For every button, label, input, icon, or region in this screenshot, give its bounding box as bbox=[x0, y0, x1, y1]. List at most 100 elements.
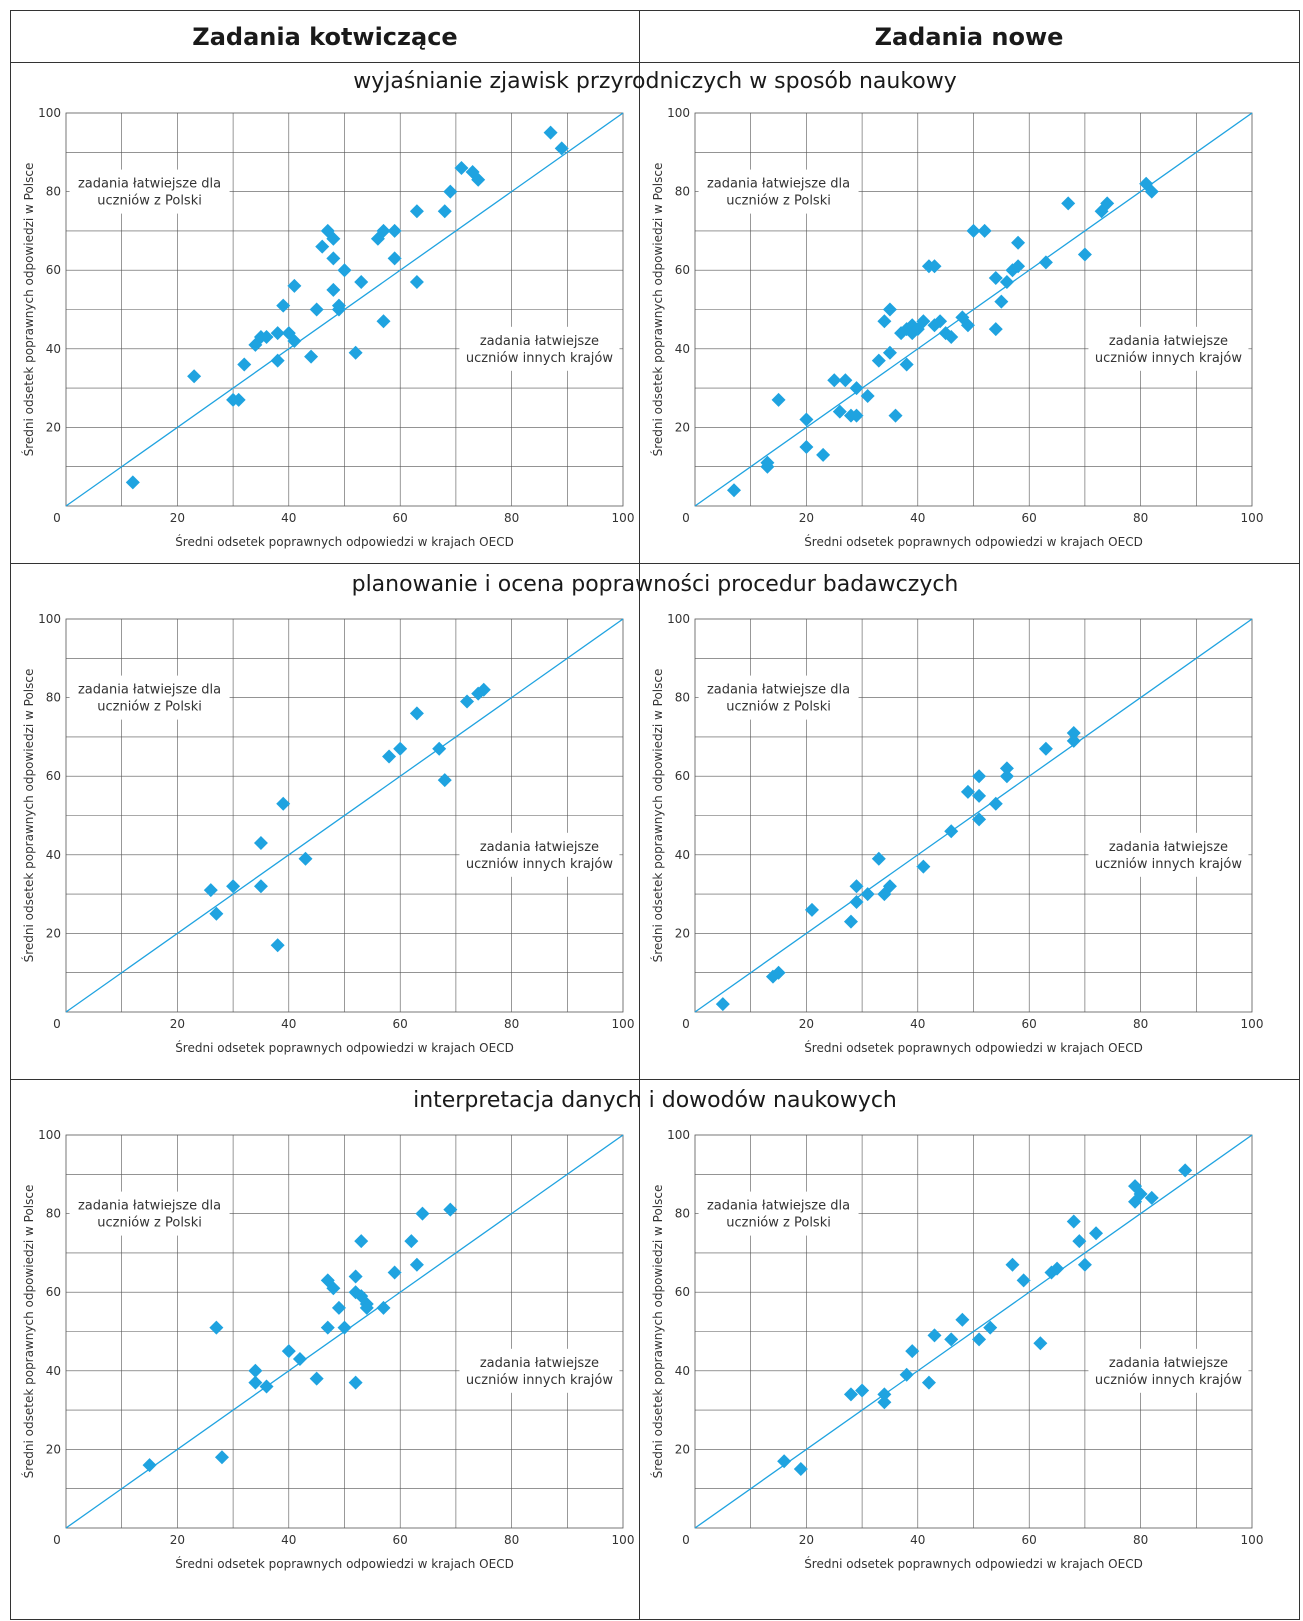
x-tick-label: 40 bbox=[910, 1017, 925, 1031]
scatter-panel-1-right: 0 20 40 60 80 100 20 40 60 80 100 Średni odsetek po… bbox=[650, 612, 1263, 1055]
figure-frame: Zadania kotwiczące Zadania nowe wyjaśnia… bbox=[10, 10, 1300, 1620]
y-axis-label: Średni odsetek poprawnych odpowiedzi w P… bbox=[650, 163, 665, 457]
data-point bbox=[972, 769, 987, 784]
x-tick-label: 0 bbox=[682, 1533, 690, 1547]
data-point bbox=[1089, 1226, 1104, 1241]
data-point bbox=[944, 1332, 959, 1347]
data-point bbox=[1038, 255, 1053, 270]
data-point bbox=[443, 1202, 458, 1217]
y-tick-label: 60 bbox=[675, 1285, 690, 1299]
y-tick-label: 40 bbox=[675, 1364, 690, 1378]
data-point bbox=[1178, 1163, 1193, 1178]
annotation-easier-other-text: zadania łatwiejsze bbox=[480, 334, 599, 349]
x-tick-label: 100 bbox=[1241, 1017, 1264, 1031]
x-tick-label: 100 bbox=[612, 1017, 635, 1031]
x-axis-label: Średni odsetek poprawnych odpowiedzi w k… bbox=[175, 534, 514, 549]
data-point bbox=[927, 1328, 942, 1343]
x-tick-label: 40 bbox=[910, 511, 925, 525]
y-axis-label: Średni odsetek poprawnych odpowiedzi w P… bbox=[650, 1185, 665, 1479]
data-point bbox=[209, 906, 224, 921]
data-point bbox=[799, 440, 814, 455]
data-point bbox=[944, 824, 959, 839]
y-tick-label: 20 bbox=[46, 1442, 61, 1456]
y-tick-label: 60 bbox=[46, 263, 61, 277]
data-point bbox=[248, 1375, 263, 1390]
data-point bbox=[1144, 184, 1159, 199]
x-tick-label: 60 bbox=[393, 1533, 408, 1547]
data-point bbox=[248, 1363, 263, 1378]
y-axis-label: Średni odsetek poprawnych odpowiedzi w P… bbox=[650, 669, 665, 963]
annotation-easier-other-background bbox=[1088, 832, 1249, 877]
data-point bbox=[1072, 1234, 1087, 1249]
data-point bbox=[320, 1320, 335, 1335]
data-point bbox=[715, 997, 730, 1012]
x-tick-label: 40 bbox=[281, 1533, 296, 1547]
annotation-easier-poland-text: uczniów z Polski bbox=[726, 1216, 831, 1231]
x-tick-label: 20 bbox=[170, 1017, 185, 1031]
data-point bbox=[309, 1371, 324, 1386]
data-point bbox=[1050, 1261, 1065, 1276]
data-point bbox=[882, 879, 897, 894]
annotation-easier-poland-background bbox=[69, 675, 230, 720]
y-tick-label: 80 bbox=[675, 1207, 690, 1221]
data-point bbox=[125, 475, 140, 490]
data-point bbox=[337, 1320, 352, 1335]
data-point bbox=[326, 282, 341, 297]
section-title-explaining: wyjaśnianie zjawisk przyrodniczych w spo… bbox=[353, 69, 957, 94]
x-tick-label: 60 bbox=[1022, 1533, 1037, 1547]
data-point bbox=[855, 1383, 870, 1398]
data-point bbox=[471, 172, 486, 187]
data-point bbox=[816, 447, 831, 462]
data-point bbox=[376, 223, 391, 238]
annotation-easier-poland-background bbox=[698, 1191, 859, 1236]
x-tick-label: 0 bbox=[682, 511, 690, 525]
data-point bbox=[259, 1379, 274, 1394]
y-tick-label: 60 bbox=[46, 1285, 61, 1299]
data-point bbox=[960, 318, 975, 333]
x-tick-label: 100 bbox=[612, 1533, 635, 1547]
data-point bbox=[1011, 259, 1026, 274]
y-axis-label: Średni odsetek poprawnych odpowiedzi w P… bbox=[21, 1185, 36, 1479]
x-axis-label: Średni odsetek poprawnych odpowiedzi w k… bbox=[804, 1040, 1143, 1055]
data-point bbox=[142, 1458, 157, 1473]
annotation-easier-other-text: uczniów innych krajów bbox=[466, 351, 613, 366]
data-point bbox=[972, 812, 987, 827]
x-tick-label: 100 bbox=[1241, 1533, 1264, 1547]
x-axis-label: Średni odsetek poprawnych odpowiedzi w k… bbox=[804, 534, 1143, 549]
annotation-easier-poland-text: uczniów z Polski bbox=[726, 700, 831, 715]
data-point bbox=[955, 1312, 970, 1327]
x-tick-label: 20 bbox=[799, 1017, 814, 1031]
data-point bbox=[999, 761, 1014, 776]
annotation-easier-poland-text: uczniów z Polski bbox=[97, 700, 202, 715]
data-point bbox=[476, 682, 491, 697]
data-point bbox=[960, 784, 975, 799]
x-tick-label: 80 bbox=[1133, 1017, 1148, 1031]
y-tick-label: 80 bbox=[675, 691, 690, 705]
data-point bbox=[409, 204, 424, 219]
data-point bbox=[1033, 1336, 1048, 1351]
data-point bbox=[409, 274, 424, 289]
data-point bbox=[1061, 196, 1076, 211]
data-point bbox=[972, 788, 987, 803]
data-point bbox=[916, 314, 931, 329]
data-point bbox=[777, 1454, 792, 1469]
annotation-easier-poland-text: zadania łatwiejsze dla bbox=[78, 683, 221, 698]
reference-diagonal bbox=[694, 112, 1253, 507]
annotation-easier-other-text: uczniów innych krajów bbox=[466, 857, 613, 872]
x-tick-label: 0 bbox=[53, 1017, 61, 1031]
x-tick-label: 80 bbox=[504, 1533, 519, 1547]
annotation-easier-poland-background bbox=[698, 675, 859, 720]
data-point bbox=[331, 1300, 346, 1315]
annotation-easier-poland-background bbox=[69, 1191, 230, 1236]
section-title-planning: planowanie i ocena poprawności procedur … bbox=[351, 572, 959, 597]
annotation-easier-poland-text: uczniów z Polski bbox=[726, 194, 831, 209]
data-point bbox=[276, 298, 291, 313]
x-axis-label: Średni odsetek poprawnych odpowiedzi w k… bbox=[175, 1040, 514, 1055]
data-point bbox=[359, 1300, 374, 1315]
x-tick-label: 80 bbox=[504, 1017, 519, 1031]
y-tick-label: 100 bbox=[667, 106, 690, 120]
annotation-easier-poland-background bbox=[698, 169, 859, 214]
y-tick-label: 40 bbox=[46, 342, 61, 356]
data-point bbox=[231, 392, 246, 407]
data-point bbox=[292, 1352, 307, 1367]
